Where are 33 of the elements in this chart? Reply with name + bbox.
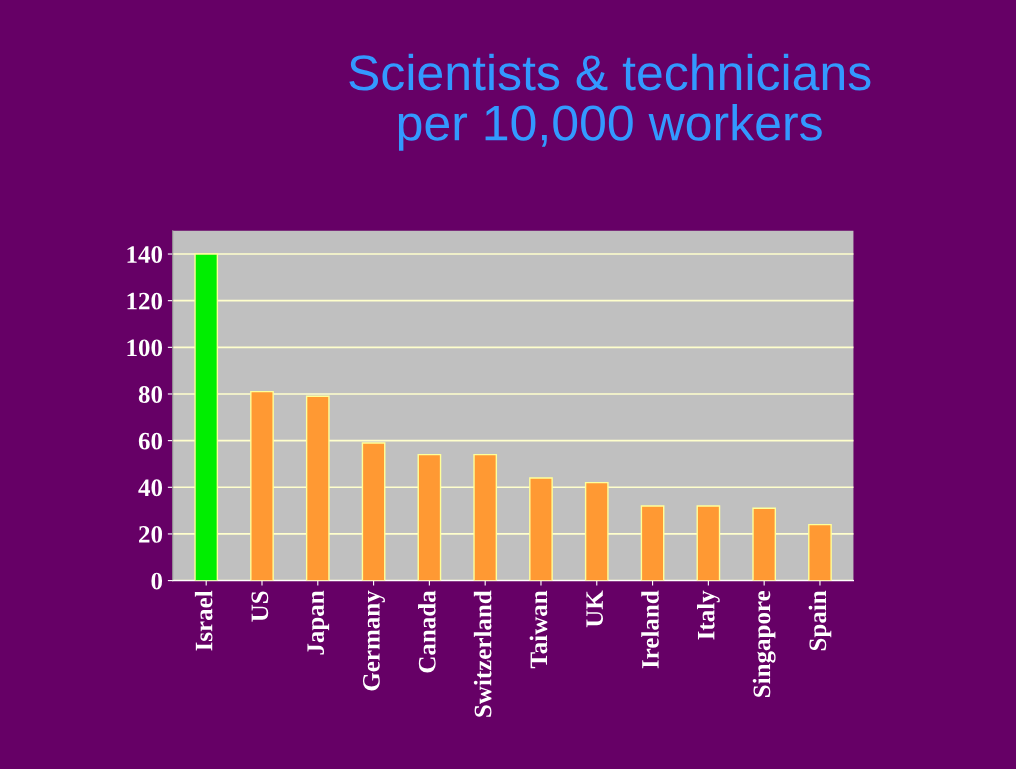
- y-tick-label: 20: [139, 525, 163, 543]
- x-tick-label: Spain: [808, 590, 832, 651]
- y-tick-label: 0: [151, 572, 163, 590]
- bar: [305, 395, 330, 581]
- x-tick-label: Japan: [307, 590, 330, 655]
- y-tick-label: 140: [127, 246, 163, 263]
- bar: [696, 505, 721, 581]
- bar: [640, 505, 665, 581]
- y-tick-label: 40: [138, 479, 163, 497]
- x-tick-label: Germany: [362, 590, 385, 691]
- y-tick-label: 100: [127, 339, 163, 357]
- bar: [808, 523, 832, 581]
- bar: [752, 507, 777, 581]
- y-tick-label: 80: [138, 386, 163, 403]
- bar: [250, 390, 274, 581]
- x-tick-label: Canada: [418, 590, 436, 673]
- x-tick-label: Israel: [194, 590, 213, 651]
- y-tick-label: 60: [138, 432, 163, 450]
- x-tick-label: UK: [586, 590, 604, 628]
- bar: [584, 481, 609, 581]
- x-tick-label: Taiwan: [529, 590, 548, 669]
- x-tick-label: Singapore: [752, 590, 776, 697]
- bar: [361, 442, 386, 581]
- y-tick-label: 120: [127, 292, 163, 310]
- bar: [473, 453, 498, 581]
- bar: [529, 477, 553, 581]
- bar: [417, 453, 442, 581]
- bar: [194, 253, 219, 581]
- x-tick-label: Ireland: [641, 590, 659, 669]
- x-tick-label: Switzerland: [473, 590, 492, 717]
- x-tick-label: US: [251, 591, 269, 622]
- chart-title: Scientists & technicians per 10,000 workers: [349, 53, 871, 151]
- x-tick-label: Italy: [697, 590, 720, 640]
